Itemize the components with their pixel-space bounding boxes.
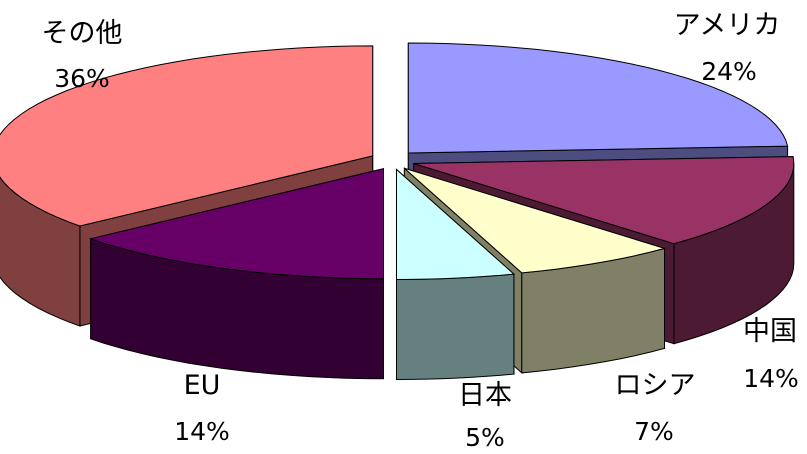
slice-value-china: 14%	[743, 364, 799, 393]
pie-slice-side-japan	[396, 273, 515, 381]
pie-slice-japan	[396, 168, 516, 281]
pie-slice-eu	[88, 168, 384, 280]
slice-value-japan: 5%	[465, 423, 505, 452]
pie-slices-side	[0, 42, 795, 381]
slice-name-china: 中国	[743, 316, 797, 347]
slice-name-eu: EU	[184, 370, 221, 401]
slice-value-other: 36%	[54, 64, 110, 93]
slice-name-japan: 日本	[458, 380, 512, 411]
slice-name-russia: ロシア	[615, 370, 696, 401]
slice-value-russia: 7%	[634, 417, 674, 446]
slice-name-other: その他	[42, 18, 123, 49]
slice-label-usa: アメリカ 24%	[674, 10, 781, 86]
slice-label-eu: EU 14%	[174, 370, 230, 446]
slice-label-china: 中国 14%	[743, 316, 799, 393]
slice-name-usa: アメリカ	[674, 10, 781, 41]
pie-slice-other	[0, 45, 374, 227]
slice-value-eu: 14%	[174, 417, 230, 446]
slice-value-usa: 24%	[701, 57, 757, 86]
pie-slice-china	[413, 156, 795, 245]
slice-label-other: その他 36%	[42, 18, 123, 93]
pie-slice-russia	[404, 167, 667, 274]
slice-label-japan: 日本 5%	[458, 380, 512, 452]
pie-slice-usa	[407, 42, 789, 154]
slice-label-russia: ロシア 7%	[615, 370, 696, 446]
